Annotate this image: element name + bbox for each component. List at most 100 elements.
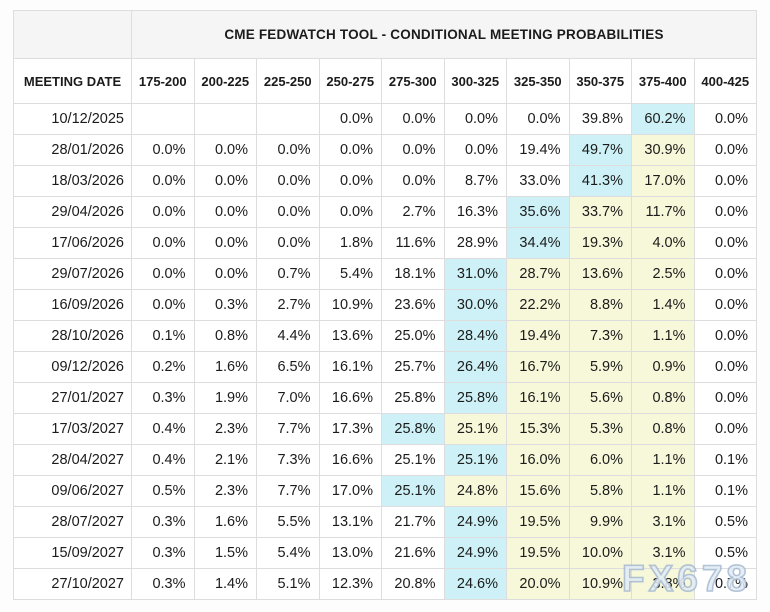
probability-cell: 0.8% bbox=[631, 413, 695, 445]
probability-cell: 19.3% bbox=[568, 227, 632, 259]
probability-cell: 17.0% bbox=[631, 165, 695, 197]
meeting-date-cell: 28/01/2026 bbox=[13, 134, 132, 166]
table-body: 10/12/2025 0.0% 0.0% 0.0% 0.0% 39.8% 60.2% 0.0%… bbox=[13, 103, 757, 600]
probability-cell: 0.8% bbox=[193, 320, 257, 352]
meeting-date-cell: 28/10/2026 bbox=[13, 320, 132, 352]
probability-cell: 0.3% bbox=[131, 382, 195, 414]
probability-cell: 0.0% bbox=[193, 258, 257, 290]
probability-cell: 16.3% bbox=[443, 196, 507, 228]
probability-cell: 0.0% bbox=[443, 134, 507, 166]
probability-cell: 0.4% bbox=[131, 413, 195, 445]
probability-cell: 1.1% bbox=[631, 475, 695, 507]
meeting-date-cell: 27/01/2027 bbox=[13, 382, 132, 414]
meeting-date-cell: 17/03/2027 bbox=[13, 413, 132, 445]
rate-range-header: 375-400 bbox=[631, 58, 695, 104]
probability-cell: 28.4% bbox=[443, 320, 507, 352]
probability-cell: 25.1% bbox=[443, 444, 507, 476]
probability-cell: 17.0% bbox=[318, 475, 382, 507]
probability-cell: 24.8% bbox=[443, 475, 507, 507]
probability-cell: 0.0% bbox=[443, 103, 507, 135]
probability-cell: 0.0% bbox=[693, 413, 757, 445]
probability-cell: 0.5% bbox=[131, 475, 195, 507]
probability-cell: 13.1% bbox=[318, 506, 382, 538]
probability-cell: 18.1% bbox=[381, 258, 445, 290]
table-row: 29/07/2026 0.0% 0.0% 0.7% 5.4% 18.1% 31.0% 28.7… bbox=[13, 258, 757, 290]
table-row: 16/09/2026 0.0% 0.3% 2.7% 10.9% 23.6% 30.0% 22.… bbox=[13, 289, 757, 321]
probability-cell: 19.4% bbox=[506, 134, 570, 166]
table-row: 09/06/2027 0.5% 2.3% 7.7% 17.0% 25.1% 24.8% 15.… bbox=[13, 475, 757, 507]
probability-cell: 33.0% bbox=[506, 165, 570, 197]
meeting-date-cell: 10/12/2025 bbox=[13, 103, 132, 135]
meeting-date-header: MEETING DATE bbox=[13, 58, 132, 104]
probability-cell: 15.3% bbox=[506, 413, 570, 445]
probability-cell: 25.1% bbox=[381, 444, 445, 476]
probability-cell: 16.1% bbox=[506, 382, 570, 414]
probability-cell: 0.0% bbox=[256, 165, 320, 197]
probability-cell: 0.0% bbox=[693, 351, 757, 383]
meeting-date-cell: 29/04/2026 bbox=[13, 196, 132, 228]
probability-cell: 24.9% bbox=[443, 506, 507, 538]
probability-cell: 25.8% bbox=[381, 382, 445, 414]
table-row: 27/01/2027 0.3% 1.9% 7.0% 16.6% 25.8% 25.8% 16.… bbox=[13, 382, 757, 414]
probability-cell: 0.0% bbox=[131, 258, 195, 290]
probability-cell: 24.6% bbox=[443, 568, 507, 600]
probability-cell: 49.7% bbox=[568, 134, 632, 166]
probability-cell: 6.5% bbox=[256, 351, 320, 383]
probability-cell: 31.0% bbox=[443, 258, 507, 290]
probability-cell: 0.2% bbox=[131, 351, 195, 383]
probability-cell: 6.0% bbox=[568, 444, 632, 476]
table-row: 15/09/2027 0.3% 1.5% 5.4% 13.0% 21.6% 24.9% 19.… bbox=[13, 537, 757, 569]
probability-cell: 2.3% bbox=[193, 413, 257, 445]
probability-cell: 5.6% bbox=[568, 382, 632, 414]
probability-cell: 0.0% bbox=[131, 196, 195, 228]
probability-cell: 10.0% bbox=[568, 537, 632, 569]
probability-cell: 0.7% bbox=[693, 568, 757, 600]
probability-cell: 0.3% bbox=[193, 289, 257, 321]
probability-cell: 39.8% bbox=[568, 103, 632, 135]
meeting-date-cell: 28/07/2027 bbox=[13, 506, 132, 538]
corner-cell bbox=[13, 10, 132, 59]
rate-range-header: 250-275 bbox=[318, 58, 382, 104]
probability-cell: 2.7% bbox=[381, 196, 445, 228]
probability-cell: 1.1% bbox=[631, 320, 695, 352]
probability-cell: 0.0% bbox=[693, 320, 757, 352]
probability-cell: 0.0% bbox=[131, 227, 195, 259]
probability-cell: 0.0% bbox=[256, 196, 320, 228]
probability-cell: 25.8% bbox=[443, 382, 507, 414]
meeting-date-cell: 09/06/2027 bbox=[13, 475, 132, 507]
fedwatch-probability-table: CME FEDWATCH TOOL - CONDITIONAL MEETING … bbox=[13, 10, 757, 600]
probability-cell: 5.5% bbox=[256, 506, 320, 538]
probability-cell: 0.0% bbox=[381, 165, 445, 197]
probability-cell: 4.4% bbox=[256, 320, 320, 352]
probability-cell: 33.7% bbox=[568, 196, 632, 228]
probability-cell: 9.9% bbox=[568, 506, 632, 538]
probability-cell: 0.0% bbox=[693, 134, 757, 166]
probability-cell: 20.0% bbox=[506, 568, 570, 600]
probability-cell: 34.4% bbox=[506, 227, 570, 259]
probability-cell: 0.0% bbox=[693, 382, 757, 414]
meeting-date-cell: 16/09/2026 bbox=[13, 289, 132, 321]
probability-cell: 7.7% bbox=[256, 413, 320, 445]
probability-cell: 0.3% bbox=[131, 568, 195, 600]
probability-cell: 28.9% bbox=[443, 227, 507, 259]
meeting-date-cell: 29/07/2026 bbox=[13, 258, 132, 290]
probability-cell: 1.8% bbox=[318, 227, 382, 259]
meeting-date-cell: 27/10/2027 bbox=[13, 568, 132, 600]
rate-range-header: 325-350 bbox=[506, 58, 570, 104]
probability-cell: 5.4% bbox=[318, 258, 382, 290]
probability-cell: 0.0% bbox=[693, 165, 757, 197]
probability-cell: 19.5% bbox=[506, 537, 570, 569]
probability-cell: 0.8% bbox=[631, 382, 695, 414]
probability-cell: 5.9% bbox=[568, 351, 632, 383]
rate-range-header: 175-200 bbox=[131, 58, 195, 104]
probability-cell: 2.3% bbox=[193, 475, 257, 507]
probability-cell: 16.0% bbox=[506, 444, 570, 476]
meeting-date-cell: 17/06/2026 bbox=[13, 227, 132, 259]
probability-cell: 13.6% bbox=[568, 258, 632, 290]
rate-range-header: 300-325 bbox=[443, 58, 507, 104]
probability-cell: 16.6% bbox=[318, 444, 382, 476]
probability-cell: 2.5% bbox=[631, 258, 695, 290]
probability-cell: 8.7% bbox=[443, 165, 507, 197]
probability-cell: 7.3% bbox=[256, 444, 320, 476]
probability-cell: 0.3% bbox=[131, 506, 195, 538]
